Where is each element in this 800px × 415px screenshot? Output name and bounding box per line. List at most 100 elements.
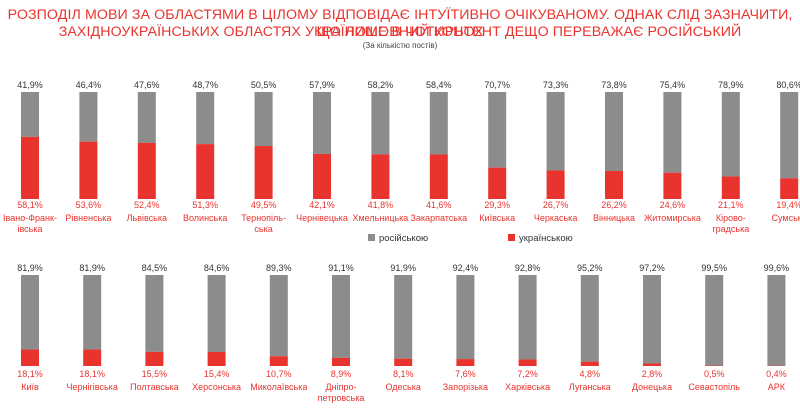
value-label-russian: 84,5% <box>142 263 168 273</box>
value-label-ukrainian: 18,1% <box>79 369 105 379</box>
bar-ukrainian <box>313 153 331 199</box>
value-label-russian: 58,4% <box>426 80 452 90</box>
bar-ukrainian <box>145 351 164 366</box>
value-label-russian: 92,4% <box>453 263 479 273</box>
value-label-ukrainian: 8,1% <box>393 369 414 379</box>
bar-russian <box>313 92 331 154</box>
category-label: Кірово- <box>716 213 746 223</box>
value-label-ukrainian: 26,2% <box>601 200 627 210</box>
bar-ukrainian <box>580 361 599 366</box>
category-label: Київ <box>21 382 39 392</box>
value-label-ukrainian: 29,3% <box>484 200 510 210</box>
value-label-russian: 81,9% <box>79 263 105 273</box>
bar-ukrainian <box>546 170 565 199</box>
value-label-russian: 48,7% <box>192 80 218 90</box>
value-label-russian: 80,6% <box>776 80 800 90</box>
bar-russian <box>546 92 565 171</box>
bar-russian <box>663 92 682 173</box>
value-label-ukrainian: 51,3% <box>192 200 218 210</box>
chart-subtitle: (За кількістю постів) <box>362 41 438 50</box>
category-label: Закарпатська <box>410 213 467 223</box>
category-label: Донецька <box>632 382 672 392</box>
bar-ukrainian <box>643 363 661 366</box>
value-label-russian: 89,3% <box>266 263 292 273</box>
legend-label-russian: російською <box>379 233 428 244</box>
bar-ukrainian <box>721 176 740 199</box>
bar-ukrainian <box>663 172 682 199</box>
bar-ukrainian <box>371 154 390 199</box>
category-label: Черкаська <box>534 213 577 223</box>
bar-ukrainian <box>269 356 288 366</box>
category-label: Чернігівська <box>67 382 118 392</box>
value-label-russian: 95,2% <box>577 263 603 273</box>
bar-russian <box>780 92 799 179</box>
bar-russian <box>643 275 661 364</box>
legend-label-ukrainian: українською <box>519 233 573 244</box>
bar-ukrainian <box>394 358 413 366</box>
bar-russian <box>83 275 102 350</box>
bar-ukrainian <box>429 154 448 199</box>
category-label: Львівська <box>127 213 167 223</box>
value-label-russian: 47,6% <box>134 80 160 90</box>
bar-russian <box>394 275 413 359</box>
bar-russian <box>207 275 226 352</box>
value-label-ukrainian: 21,1% <box>718 200 744 210</box>
value-label-russian: 92,8% <box>515 263 541 273</box>
category-label: Вінницька <box>593 213 635 223</box>
value-label-russian: 75,4% <box>660 80 686 90</box>
value-label-ukrainian: 53,6% <box>76 200 102 210</box>
value-label-russian: 91,9% <box>390 263 416 273</box>
value-label-ukrainian: 4,8% <box>580 369 601 379</box>
bar-ukrainian <box>196 144 215 199</box>
value-label-ukrainian: 7,6% <box>455 369 476 379</box>
value-label-russian: 50,5% <box>251 80 277 90</box>
category-label: Житомирська <box>644 213 701 223</box>
value-label-russian: 70,7% <box>484 80 510 90</box>
value-label-russian: 78,9% <box>718 80 744 90</box>
value-label-russian: 58,2% <box>368 80 394 90</box>
bar-russian <box>767 275 786 366</box>
value-label-ukrainian: 58,1% <box>17 200 43 210</box>
category-label: Херсонська <box>192 382 241 392</box>
bar-russian <box>137 92 156 143</box>
bar-russian <box>429 92 448 155</box>
value-label-ukrainian: 18,1% <box>17 369 43 379</box>
value-label-ukrainian: 24,6% <box>660 200 686 210</box>
bar-ukrainian <box>780 178 799 199</box>
value-label-ukrainian: 15,4% <box>204 369 230 379</box>
category-label: Дніпро- <box>326 382 357 392</box>
bar-ukrainian <box>207 351 226 366</box>
bar-russian <box>488 92 507 168</box>
bar-russian <box>371 92 390 155</box>
value-label-ukrainian: 0,5% <box>704 369 725 379</box>
bar-russian <box>21 275 39 350</box>
bar-ukrainian <box>83 349 102 366</box>
bar-ukrainian <box>21 349 39 366</box>
category-label: Київська <box>479 213 515 223</box>
category-label: Луганська <box>569 382 611 392</box>
category-label: Запорізька <box>443 382 488 392</box>
category-label: Тернопіль- <box>241 213 286 223</box>
category-label: Сумська <box>771 213 800 223</box>
category-label: Чернівецька <box>296 213 348 223</box>
bar-russian <box>456 275 475 360</box>
value-label-russian: 91,1% <box>328 263 354 273</box>
category-label: градська <box>712 224 749 234</box>
value-label-russian: 57,9% <box>309 80 335 90</box>
value-label-ukrainian: 7,2% <box>517 369 538 379</box>
bar-russian <box>254 92 273 147</box>
value-label-russian: 46,4% <box>76 80 102 90</box>
bar-ukrainian <box>518 359 537 366</box>
category-label: петровська <box>318 393 365 403</box>
bar-ukrainian <box>332 357 350 366</box>
category-label: Полтавська <box>130 382 179 392</box>
category-label: АРК <box>768 382 786 392</box>
bar-ukrainian <box>488 167 507 199</box>
value-label-ukrainian: 49,5% <box>251 200 277 210</box>
bar-russian <box>518 275 537 360</box>
bar-ukrainian <box>137 142 156 199</box>
value-label-ukrainian: 15,5% <box>142 369 168 379</box>
value-label-russian: 73,3% <box>543 80 569 90</box>
bar-russian <box>269 275 288 357</box>
category-label: Рівненська <box>65 213 111 223</box>
